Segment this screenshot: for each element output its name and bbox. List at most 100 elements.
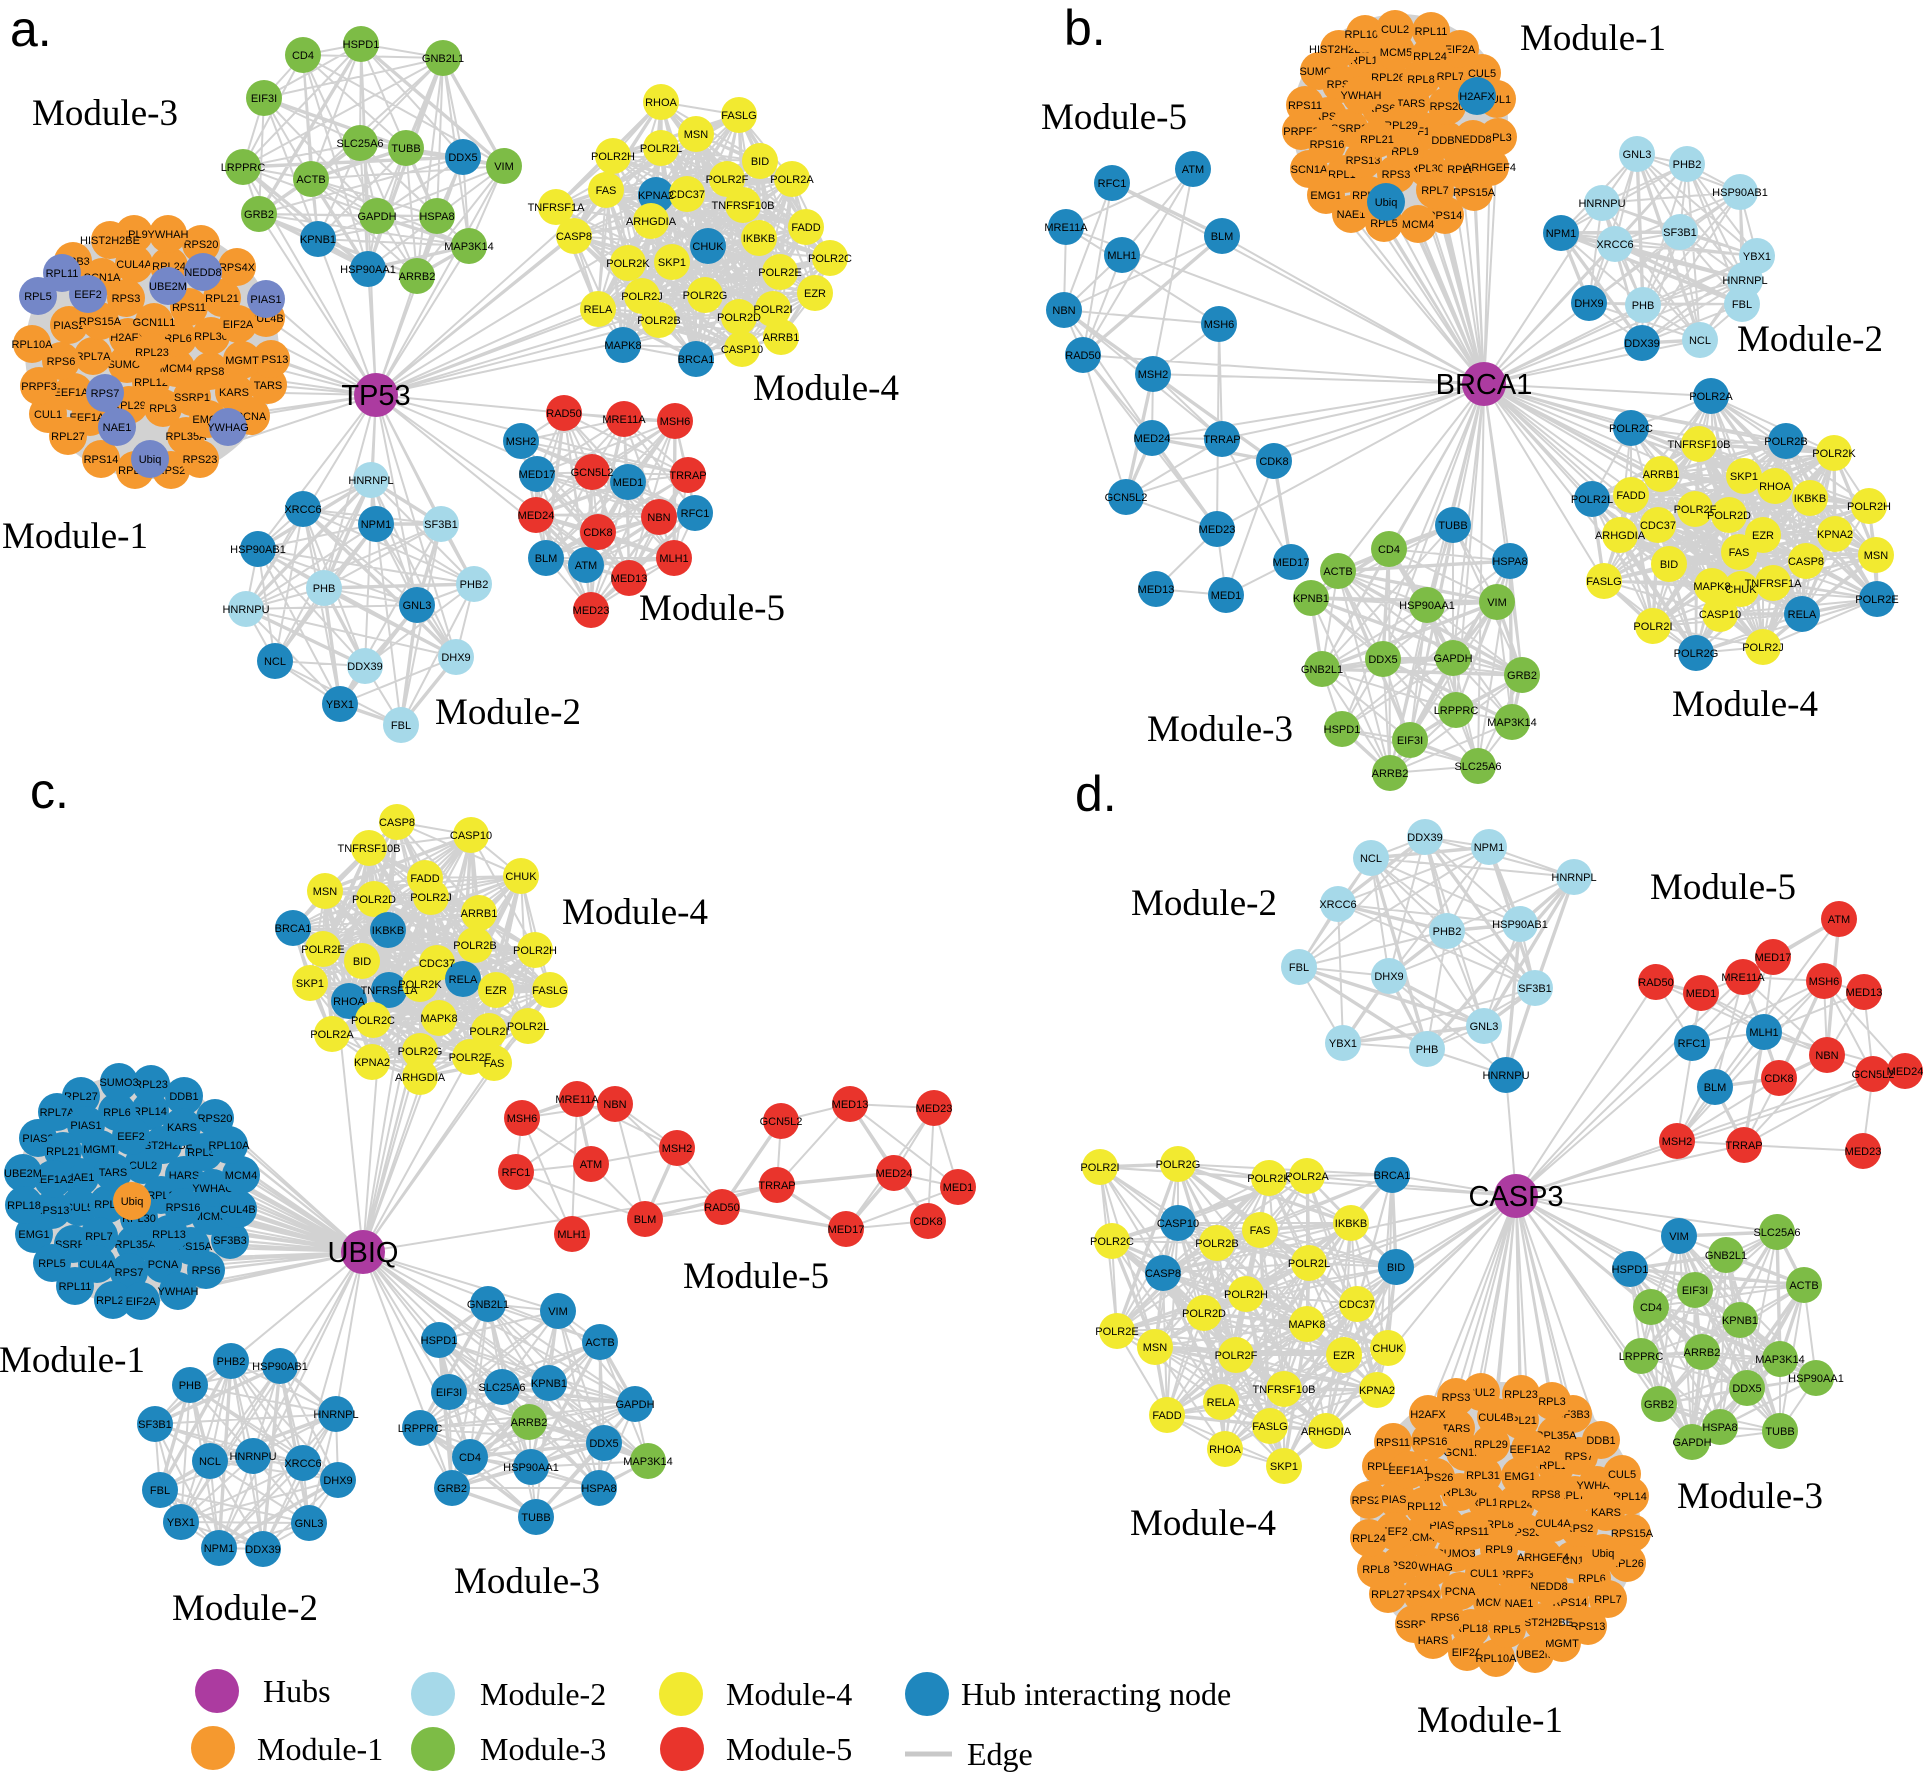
svg-text:RPL5: RPL5 xyxy=(1370,218,1398,230)
svg-text:CASP10: CASP10 xyxy=(1157,1218,1199,1230)
svg-text:RPL6: RPL6 xyxy=(164,333,192,345)
svg-text:RELA: RELA xyxy=(1207,1397,1236,1409)
svg-text:NCL: NCL xyxy=(1689,335,1711,347)
svg-text:CUL4B: CUL4B xyxy=(248,313,283,325)
svg-text:RAD50: RAD50 xyxy=(1638,977,1673,989)
svg-text:RPS3: RPS3 xyxy=(1442,1392,1471,1404)
svg-text:BLM: BLM xyxy=(634,1214,657,1226)
svg-text:RPL31: RPL31 xyxy=(1466,1470,1500,1482)
svg-text:RELA: RELA xyxy=(449,974,478,986)
svg-text:RPL21: RPL21 xyxy=(205,293,239,305)
svg-text:KPNB1: KPNB1 xyxy=(531,1378,567,1390)
svg-text:CASP8: CASP8 xyxy=(1788,556,1824,568)
svg-text:c.: c. xyxy=(30,763,69,819)
svg-text:MED24: MED24 xyxy=(518,510,555,522)
svg-text:PHB: PHB xyxy=(179,1380,202,1392)
svg-text:GAPDH: GAPDH xyxy=(615,1399,654,1411)
svg-text:Module-1: Module-1 xyxy=(1417,1700,1563,1741)
svg-text:POLR2L: POLR2L xyxy=(1571,494,1613,506)
svg-text:RPL35A: RPL35A xyxy=(115,1239,157,1251)
svg-text:Module-4: Module-4 xyxy=(726,1676,852,1712)
svg-text:FADD: FADD xyxy=(1616,490,1645,502)
svg-text:MSH6: MSH6 xyxy=(1809,976,1840,988)
svg-text:RHOA: RHOA xyxy=(645,97,677,109)
svg-text:MAP3K14: MAP3K14 xyxy=(444,241,494,253)
svg-text:VIM: VIM xyxy=(494,161,514,173)
svg-text:GNL3: GNL3 xyxy=(1470,1021,1499,1033)
svg-text:Ubiq: Ubiq xyxy=(121,1196,144,1208)
svg-text:GCN5L2: GCN5L2 xyxy=(1852,1069,1895,1081)
svg-text:POLR2H: POLR2H xyxy=(1847,501,1891,513)
svg-text:Module-5: Module-5 xyxy=(726,1731,852,1767)
svg-text:CD4: CD4 xyxy=(1640,1302,1662,1314)
svg-text:GNB2L1: GNB2L1 xyxy=(1301,664,1343,676)
svg-text:FAS: FAS xyxy=(1250,1225,1271,1237)
svg-text:ACTB: ACTB xyxy=(1323,566,1352,578)
svg-text:HNRNPU: HNRNPU xyxy=(1482,1070,1529,1082)
svg-text:MSH6: MSH6 xyxy=(507,1113,538,1125)
svg-text:MED1: MED1 xyxy=(1211,590,1242,602)
svg-text:RPS6: RPS6 xyxy=(192,1265,221,1277)
svg-text:Module-3: Module-3 xyxy=(32,93,178,134)
svg-text:CUL1: CUL1 xyxy=(34,409,62,421)
svg-text:YBX1: YBX1 xyxy=(326,699,354,711)
svg-text:CDK8: CDK8 xyxy=(1764,1073,1793,1085)
svg-text:GNB2L1: GNB2L1 xyxy=(467,1299,509,1311)
svg-text:PHB2: PHB2 xyxy=(217,1356,246,1368)
svg-text:EIF2A: EIF2A xyxy=(223,319,254,331)
svg-text:EIF2A: EIF2A xyxy=(1445,44,1476,56)
svg-text:RPS15A: RPS15A xyxy=(1453,187,1496,199)
svg-text:HNRNPU: HNRNPU xyxy=(1578,198,1625,210)
svg-text:RPL12: RPL12 xyxy=(1407,1501,1441,1513)
svg-text:POLR2H: POLR2H xyxy=(591,151,635,163)
svg-text:POLR2D: POLR2D xyxy=(1182,1308,1226,1320)
svg-text:Module-2: Module-2 xyxy=(1737,319,1883,360)
svg-text:Module-1: Module-1 xyxy=(1520,18,1666,59)
svg-text:DDX5: DDX5 xyxy=(1732,1383,1761,1395)
svg-text:RPS11: RPS11 xyxy=(1455,1526,1489,1538)
svg-text:SKP1: SKP1 xyxy=(296,978,324,990)
svg-text:Module-2: Module-2 xyxy=(480,1676,606,1712)
svg-text:MSN: MSN xyxy=(1864,550,1889,562)
svg-text:ATM: ATM xyxy=(1828,914,1850,926)
svg-text:HSPD1: HSPD1 xyxy=(421,1335,458,1347)
svg-text:CASP10: CASP10 xyxy=(450,830,492,842)
svg-text:BLM: BLM xyxy=(1211,231,1234,243)
svg-text:CASP3: CASP3 xyxy=(1468,1181,1563,1213)
svg-text:YBX1: YBX1 xyxy=(1329,1038,1357,1050)
svg-text:MLH1: MLH1 xyxy=(1107,250,1136,262)
svg-text:EMG1: EMG1 xyxy=(1310,190,1341,202)
svg-text:RPL8: RPL8 xyxy=(1407,74,1435,86)
svg-text:EIF3I: EIF3I xyxy=(251,93,277,105)
svg-text:a.: a. xyxy=(10,1,52,57)
svg-text:XRCC6: XRCC6 xyxy=(284,1458,321,1470)
svg-text:Module-1: Module-1 xyxy=(0,1340,145,1381)
svg-text:CASP8: CASP8 xyxy=(1145,1268,1181,1280)
svg-text:HARS: HARS xyxy=(1418,1635,1449,1647)
svg-text:ATM: ATM xyxy=(575,560,597,572)
svg-text:RPL30: RPL30 xyxy=(194,331,228,343)
svg-text:TNFRSF1A: TNFRSF1A xyxy=(1745,578,1803,590)
svg-text:TUBB: TUBB xyxy=(1438,520,1467,532)
svg-text:MAPK8: MAPK8 xyxy=(604,340,641,352)
svg-text:Module-4: Module-4 xyxy=(1130,1503,1276,1544)
svg-text:MAPK8: MAPK8 xyxy=(1693,581,1730,593)
svg-text:POLR2J: POLR2J xyxy=(1742,642,1784,654)
svg-text:HSPA8: HSPA8 xyxy=(581,1483,616,1495)
svg-text:FBL: FBL xyxy=(1289,962,1309,974)
svg-text:Module-5: Module-5 xyxy=(639,588,785,629)
svg-text:HNRNPL: HNRNPL xyxy=(348,475,393,487)
svg-text:RPL6: RPL6 xyxy=(1578,1573,1606,1585)
svg-text:DDX39: DDX39 xyxy=(1624,338,1659,350)
svg-text:RPL23: RPL23 xyxy=(135,347,169,359)
svg-text:CUL1: CUL1 xyxy=(1470,1568,1498,1580)
svg-text:SLC25A6: SLC25A6 xyxy=(1753,1227,1800,1239)
svg-text:GRB2: GRB2 xyxy=(437,1483,467,1495)
svg-text:H2AFX: H2AFX xyxy=(1459,91,1495,103)
svg-text:RFC1: RFC1 xyxy=(502,1167,531,1179)
svg-text:RPL9: RPL9 xyxy=(1367,1461,1395,1473)
svg-text:MLH1: MLH1 xyxy=(659,553,688,565)
svg-text:KARS: KARS xyxy=(1591,1507,1621,1519)
svg-text:MAP3K14: MAP3K14 xyxy=(623,1456,673,1468)
svg-text:ARRB2: ARRB2 xyxy=(1684,1347,1721,1359)
